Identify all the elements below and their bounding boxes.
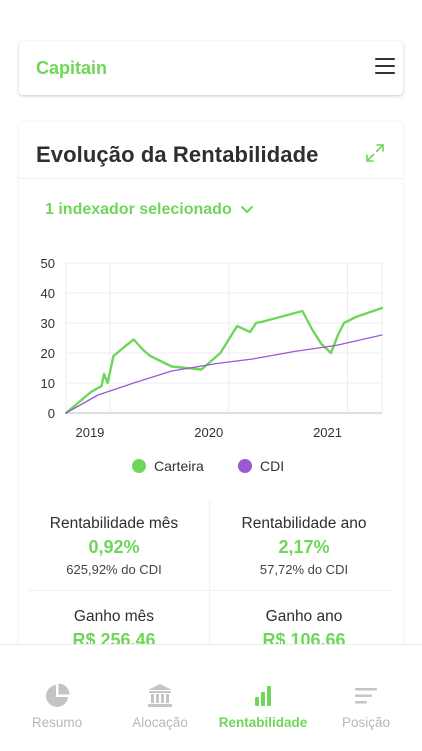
title-divider — [19, 178, 403, 179]
bottom-nav: Resumo Alocação Rentabilidade — [0, 644, 422, 751]
y-tick-label: 0 — [48, 406, 55, 421]
stats-vertical-divider — [209, 500, 210, 670]
legend-dot-cdi — [238, 459, 252, 473]
nav-label: Alocação — [132, 715, 188, 730]
nav-label: Posição — [341, 715, 391, 730]
y-tick-label: 30 — [41, 316, 55, 331]
stat-label: Ganho mês — [73, 608, 155, 625]
list-icon — [355, 688, 377, 704]
nav-item-alocacao[interactable]: Alocação — [107, 683, 213, 730]
indexer-selector[interactable]: 1 indexador selecionado — [45, 201, 254, 219]
chevron-down-icon — [240, 206, 253, 213]
stat-value: 2,17% — [278, 537, 330, 557]
legend-label-cdi: CDI — [260, 458, 285, 474]
stat-sub: 57,72% do CDI — [259, 562, 349, 577]
legend-label-carteira: Carteira — [154, 458, 204, 474]
chart-area: 0 10 20 30 40 50 2019 2020 2021 — [19, 242, 403, 442]
bank-icon — [148, 684, 172, 707]
nav-label: Resumo — [31, 715, 83, 730]
series-line-carteira — [64, 306, 384, 415]
line-chart: 0 10 20 30 40 50 2019 2020 2021 — [41, 256, 384, 440]
pie-chart-icon — [46, 683, 70, 707]
x-tick-label: 2019 — [75, 425, 104, 440]
rentabilidade-card: Evolução da Rentabilidade 1 indexador se… — [19, 122, 403, 670]
y-tick-label: 50 — [41, 256, 55, 271]
brand-logo[interactable]: Capitain — [36, 58, 108, 78]
legend-item-cdi[interactable]: CDI — [238, 458, 284, 474]
expand-icon[interactable] — [365, 143, 385, 163]
stat-label: Rentabilidade ano — [241, 515, 367, 532]
stat-sub: 625,92% do CDI — [66, 562, 162, 577]
legend-dot-carteira — [132, 459, 146, 473]
nav-label: Rentabilidade — [218, 715, 308, 730]
indexer-selector-label: 1 indexador selecionado — [45, 201, 232, 218]
nav-item-resumo[interactable]: Resumo — [4, 683, 110, 730]
stat-label: Rentabilidade mês — [49, 515, 179, 532]
card-title: Evolução da Rentabilidade — [36, 142, 319, 167]
nav-item-posicao[interactable]: Posição — [313, 683, 419, 730]
stat-label: Ganho ano — [265, 608, 343, 625]
stat-rentabilidade-mes: Rentabilidade mês 0,92% 625,92% do CDI — [19, 515, 209, 577]
bar-chart-icon — [255, 686, 271, 706]
x-tick-label: 2020 — [194, 425, 223, 440]
series-line-cdi — [65, 334, 383, 414]
y-tick-label: 40 — [41, 286, 55, 301]
stat-value: 0,92% — [88, 537, 140, 557]
stat-rentabilidade-ano: Rentabilidade ano 2,17% 57,72% do CDI — [209, 515, 399, 577]
stats-horizontal-divider — [29, 590, 393, 591]
legend-item-carteira[interactable]: Carteira — [132, 458, 204, 474]
menu-icon[interactable] — [375, 58, 395, 76]
chart-legend: Carteira CDI — [19, 458, 403, 480]
nav-item-rentabilidade[interactable]: Rentabilidade — [210, 683, 316, 730]
app-header: Capitain — [19, 41, 403, 95]
y-tick-label: 10 — [41, 376, 55, 391]
x-tick-label: 2021 — [313, 425, 342, 440]
y-tick-label: 20 — [41, 346, 55, 361]
